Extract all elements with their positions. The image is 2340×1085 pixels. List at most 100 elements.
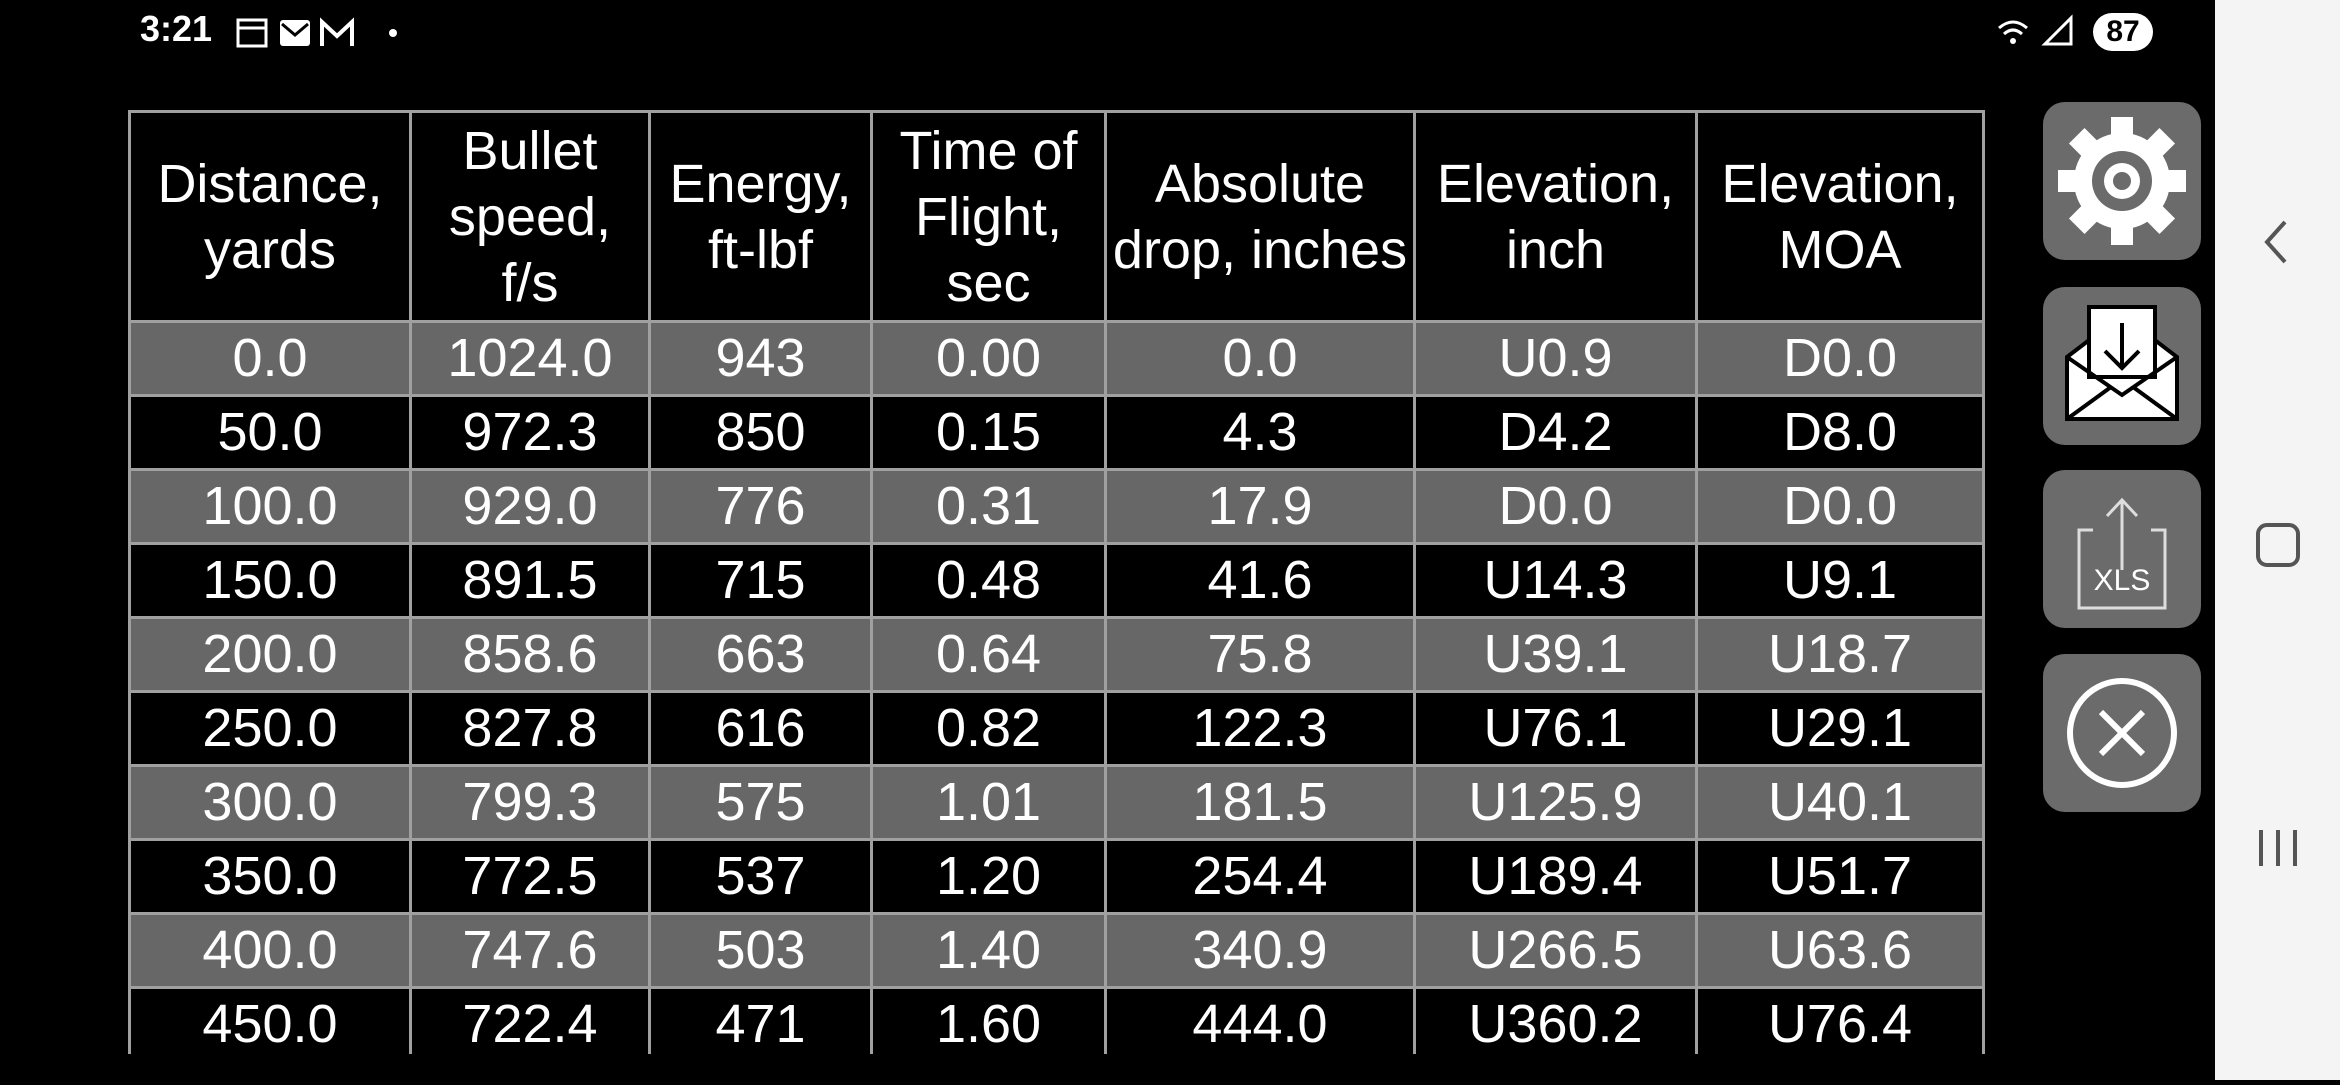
table-cell: 300.0 [128, 764, 412, 841]
table-row: 250.0 827.8 616 0.82 122.3 U76.1 U29.1 [128, 690, 1985, 767]
table-cell: 722.4 [409, 986, 651, 1054]
table-cell: U9.1 [1695, 542, 1985, 619]
table-cell: 0.15 [870, 394, 1107, 471]
table-cell: 0.0 [128, 320, 412, 397]
column-header: Bullet speed, f/s [409, 110, 651, 323]
table-cell: U125.9 [1413, 764, 1698, 841]
table-cell: 444.0 [1104, 986, 1416, 1054]
table-row: 400.0 747.6 503 1.40 340.9 U266.5 U63.6 [128, 912, 1985, 989]
table-cell: U51.7 [1695, 838, 1985, 915]
table-cell: 972.3 [409, 394, 651, 471]
column-header: Elevation, inch [1413, 110, 1698, 323]
settings-button[interactable] [2043, 102, 2201, 260]
table-row: 0.0 1024.0 943 0.00 0.0 U0.9 D0.0 [128, 320, 1985, 397]
table-cell: 471 [648, 986, 873, 1054]
table-cell: 450.0 [128, 986, 412, 1054]
table-cell: 250.0 [128, 690, 412, 767]
table-cell: 122.3 [1104, 690, 1416, 767]
table-cell: 1.20 [870, 838, 1107, 915]
table-cell: 827.8 [409, 690, 651, 767]
nav-icons [2256, 220, 2300, 866]
table-cell: 616 [648, 690, 873, 767]
navigation-bar [2215, 0, 2340, 1080]
table-cell: 503 [648, 912, 873, 989]
table-cell: U39.1 [1413, 616, 1698, 693]
table-cell: D0.0 [1695, 468, 1985, 545]
column-header: Distance, yards [128, 110, 412, 323]
table-cell: U189.4 [1413, 838, 1698, 915]
table-cell: 850 [648, 394, 873, 471]
table-cell: D4.2 [1413, 394, 1698, 471]
close-icon [2067, 678, 2177, 788]
table-cell: 929.0 [409, 468, 651, 545]
table-cell: 75.8 [1104, 616, 1416, 693]
table-cell: 858.6 [409, 616, 651, 693]
export-button[interactable]: XLS [2043, 470, 2201, 628]
table-cell: 41.6 [1104, 542, 1416, 619]
email-button[interactable] [2043, 287, 2201, 445]
table-row: 150.0 891.5 715 0.48 41.6 U14.3 U9.1 [128, 542, 1985, 619]
table-cell: U29.1 [1695, 690, 1985, 767]
table-cell: U63.6 [1695, 912, 1985, 989]
close-button[interactable] [2043, 654, 2201, 812]
mail-icon [2065, 305, 2179, 421]
table-row: 450.0 722.4 471 1.60 444.0 U360.2 U76.4 [128, 986, 1985, 1054]
table-cell: 150.0 [128, 542, 412, 619]
table-cell: 200.0 [128, 616, 412, 693]
table-cell: U0.9 [1413, 320, 1698, 397]
table-cell: D0.0 [1413, 468, 1698, 545]
table-cell: 100.0 [128, 468, 412, 545]
table-cell: 0.0 [1104, 320, 1416, 397]
table-cell: 747.6 [409, 912, 651, 989]
table-cell: 1024.0 [409, 320, 651, 397]
signal-icons [1998, 14, 2073, 46]
home-button[interactable] [2256, 523, 2300, 567]
table-cell: 0.64 [870, 616, 1107, 693]
table-cell: 1.60 [870, 986, 1107, 1054]
ballistic-table: Distance, yards Bullet speed, f/s Energy, … [128, 110, 1985, 1054]
table-cell: U76.4 [1695, 986, 1985, 1054]
battery: 87 [2093, 13, 2153, 51]
table-cell: U266.5 [1413, 912, 1698, 989]
table-cell: 181.5 [1104, 764, 1416, 841]
table-cell: 776 [648, 468, 873, 545]
table-cell: U360.2 [1413, 986, 1698, 1054]
back-button[interactable] [2264, 220, 2287, 264]
notification-icons [236, 17, 397, 48]
table-cell: U18.7 [1695, 616, 1985, 693]
table-cell: D8.0 [1695, 394, 1985, 471]
table-cell: 715 [648, 542, 873, 619]
table-cell: D0.0 [1695, 320, 1985, 397]
table-cell: 1.40 [870, 912, 1107, 989]
column-header: Elevation, MOA [1695, 110, 1985, 323]
table-cell: 400.0 [128, 912, 412, 989]
gear-icon [2058, 117, 2186, 245]
table-cell: U14.3 [1413, 542, 1698, 619]
table-cell: 772.5 [409, 838, 651, 915]
table-row: 350.0 772.5 537 1.20 254.4 U189.4 U51.7 [128, 838, 1985, 915]
table-row: 100.0 929.0 776 0.31 17.9 D0.0 D0.0 [128, 468, 1985, 545]
header-row: Distance, yards Bullet speed, f/s Energy, … [128, 110, 1985, 323]
table-row: 50.0 972.3 850 0.15 4.3 D4.2 D8.0 [128, 394, 1985, 471]
table-cell: 0.82 [870, 690, 1107, 767]
column-header: Absolute drop, inches [1104, 110, 1416, 323]
table-cell: U76.1 [1413, 690, 1698, 767]
export-label: XLS [2094, 564, 2151, 597]
export-icon: XLS [2077, 497, 2167, 610]
table-cell: 943 [648, 320, 873, 397]
table-cell: 350.0 [128, 838, 412, 915]
recents-button[interactable] [2259, 830, 2297, 866]
table-row: 200.0 858.6 663 0.64 75.8 U39.1 U18.7 [128, 616, 1985, 693]
status-bar: 3:21 87 [0, 0, 2215, 64]
table-cell: 340.9 [1104, 912, 1416, 989]
table-cell: 663 [648, 616, 873, 693]
column-header: Time of Flight, sec [870, 110, 1107, 323]
table-cell: 1.01 [870, 764, 1107, 841]
table-cell: 0.00 [870, 320, 1107, 397]
table-cell: 0.31 [870, 468, 1107, 545]
table-cell: 254.4 [1104, 838, 1416, 915]
table-cell: 537 [648, 838, 873, 915]
table-viewport[interactable]: Distance, yards Bullet speed, f/s Energy, … [128, 110, 1988, 1054]
